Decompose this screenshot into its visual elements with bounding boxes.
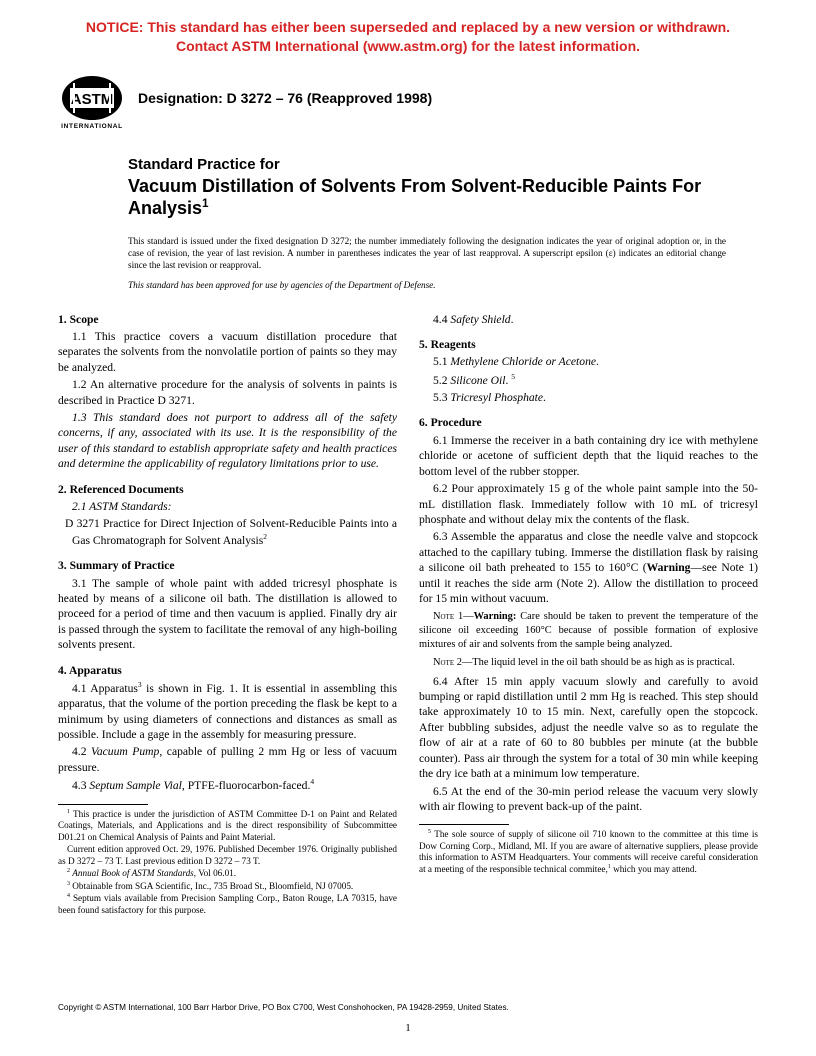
footnote-1: 1 This practice is under the jurisdictio…	[58, 809, 397, 844]
para-1-1: 1.1 This practice covers a vacuum distil…	[58, 329, 397, 375]
logo-international-text: INTERNATIONAL	[60, 123, 124, 130]
section-5-head: 5. Reagents	[419, 337, 758, 352]
para-5-1-b: Methylene Chloride or Acetone	[450, 355, 596, 368]
para-2-1-text: 2.1 ASTM Standards:	[72, 500, 172, 513]
para-4-4-c: .	[511, 313, 514, 326]
para-4-3-b: Septum Sample Vial	[89, 779, 182, 792]
footnote-5: 5 The sole source of supply of silicone …	[419, 829, 758, 875]
note-2-lead: Note 2—	[433, 657, 472, 668]
para-4-4-b: Safety Shield	[450, 313, 510, 326]
para-5-1-a: 5.1	[433, 355, 450, 368]
ref-d3271-text: D 3271 Practice for Direct Injection of …	[65, 517, 397, 546]
para-6-1: 6.1 Immerse the receiver in a bath conta…	[419, 433, 758, 479]
section-6-head: 6. Procedure	[419, 415, 758, 430]
left-column: 1. Scope 1.1 This practice covers a vacu…	[58, 312, 397, 918]
issuance-p1: This standard is issued under the fixed …	[128, 236, 726, 272]
para-1-3: 1.3 This standard does not purport to ad…	[58, 410, 397, 472]
note-1: Note 1—Warning: Care should be taken to …	[419, 610, 758, 651]
para-1-2: 1.2 An alternative procedure for the ana…	[58, 377, 397, 408]
para-6-3-b: Warning	[647, 561, 691, 574]
right-column: 4.4 Safety Shield. 5. Reagents 5.1 Methy…	[419, 312, 758, 918]
para-5-2-a: 5.2	[433, 374, 450, 387]
header-row: ASTM INTERNATIONAL Designation: D 3272 –…	[0, 56, 816, 132]
section-1-head: 1. Scope	[58, 312, 397, 327]
note-1-lead: Note 1—	[433, 611, 474, 622]
para-4-4-a: 4.4	[433, 313, 450, 326]
para-5-3-c: .	[543, 391, 546, 404]
title-block: Standard Practice for Vacuum Distillatio…	[0, 132, 816, 220]
title-superscript: 1	[202, 197, 209, 210]
title-main: Vacuum Distillation of Solvents From Sol…	[128, 175, 756, 220]
para-4-2-a: 4.2	[72, 745, 91, 758]
para-4-2-b: Vacuum Pump	[91, 745, 159, 758]
note-2: Note 2—The liquid level in the oil bath …	[419, 656, 758, 670]
footnote-3: 3 Obtainable from SGA Scientific, Inc., …	[58, 881, 397, 893]
para-6-2: 6.2 Pour approximately 15 g of the whole…	[419, 481, 758, 527]
footnote-5-b: which you may attend.	[611, 864, 697, 874]
para-4-2: 4.2 Vacuum Pump, capable of pulling 2 mm…	[58, 744, 397, 775]
para-4-1: 4.1 Apparatus3 is shown in Fig. 1. It is…	[58, 680, 397, 742]
footnote-3-text: Obtainable from SGA Scientific, Inc., 73…	[70, 881, 353, 891]
footnote-4: 4 Septum vials available from Precision …	[58, 893, 397, 916]
para-5-2: 5.2 Silicone Oil. 5	[419, 372, 758, 388]
ref-d3271-sup: 2	[263, 532, 267, 541]
para-4-4: 4.4 Safety Shield.	[419, 312, 758, 327]
section-4-head: 4. Apparatus	[58, 663, 397, 678]
ref-d3271: D 3271 Practice for Direct Injection of …	[58, 516, 397, 548]
section-2-head: 2. Referenced Documents	[58, 482, 397, 497]
astm-logo: ASTM INTERNATIONAL	[60, 74, 124, 132]
copyright-line: Copyright © ASTM International, 100 Barr…	[58, 1003, 509, 1012]
para-4-3: 4.3 Septum Sample Vial, PTFE-fluorocarbo…	[58, 777, 397, 793]
para-4-3-sup: 4	[310, 777, 314, 786]
note-2-text: The liquid level in the oil bath should …	[472, 657, 735, 668]
footnote-1b: Current edition approved Oct. 29, 1976. …	[58, 844, 397, 867]
body-columns: 1. Scope 1.1 This practice covers a vacu…	[0, 292, 816, 918]
footnote-1-text: This practice is under the jurisdiction …	[58, 809, 397, 842]
para-3-1: 3.1 The sample of whole paint with added…	[58, 576, 397, 653]
title-prefix: Standard Practice for	[128, 156, 756, 173]
para-5-2-b: Silicone Oil	[450, 374, 505, 387]
para-5-2-sup: 5	[511, 372, 515, 381]
footnote-rule-left	[58, 804, 148, 805]
section-3-head: 3. Summary of Practice	[58, 558, 397, 573]
para-5-3-a: 5.3	[433, 391, 450, 404]
para-4-1-a: 4.1 Apparatus	[72, 682, 138, 695]
issuance-note: This standard is issued under the fixed …	[0, 220, 816, 292]
para-5-3-b: Tricresyl Phosphate	[450, 391, 543, 404]
para-6-5: 6.5 At the end of the 30-min period rele…	[419, 784, 758, 815]
supersession-notice: NOTICE: This standard has either been su…	[0, 0, 816, 56]
svg-text:ASTM: ASTM	[71, 91, 114, 108]
footnote-4-text: Septum vials available from Precision Sa…	[58, 893, 397, 915]
note-1-warn: Warning:	[474, 611, 517, 622]
para-6-3: 6.3 Assemble the apparatus and close the…	[419, 529, 758, 606]
footnote-2: 2 Annual Book of ASTM Standards, Vol 06.…	[58, 868, 397, 880]
para-5-3: 5.3 Tricresyl Phosphate.	[419, 390, 758, 405]
para-4-3-a: 4.3	[72, 779, 89, 792]
footnote-2-b: Annual Book of ASTM Standards	[72, 868, 193, 878]
issuance-p2: This standard has been approved for use …	[128, 280, 726, 292]
para-5-1: 5.1 Methylene Chloride or Acetone.	[419, 354, 758, 369]
para-5-1-c: .	[596, 355, 599, 368]
para-6-4: 6.4 After 15 min apply vacuum slowly and…	[419, 674, 758, 782]
title-text: Vacuum Distillation of Solvents From Sol…	[128, 176, 701, 219]
para-2-1: 2.1 ASTM Standards:	[58, 499, 397, 514]
footnote-2-c: , Vol 06.01.	[194, 868, 236, 878]
para-4-3-c: , PTFE-fluorocarbon-faced.	[182, 779, 310, 792]
designation: Designation: D 3272 – 76 (Reapproved 199…	[138, 90, 432, 106]
page-number: 1	[0, 1022, 816, 1034]
footnote-5-a: The sole source of supply of silicone oi…	[419, 829, 758, 874]
footnote-rule-right	[419, 824, 509, 825]
